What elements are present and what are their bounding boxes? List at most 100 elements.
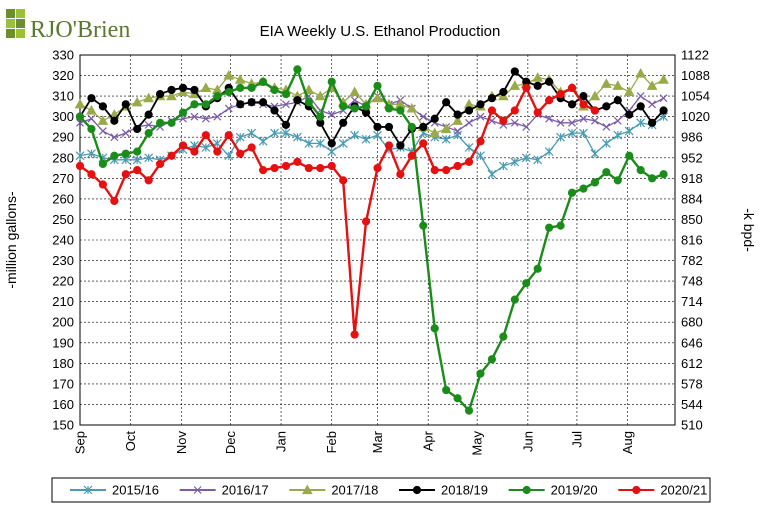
y-axis-label: -million gallons- — [3, 191, 19, 289]
y2-tick-label: 714 — [681, 294, 703, 309]
data-point — [144, 176, 153, 185]
data-point — [98, 127, 107, 135]
data-point — [110, 196, 119, 206]
x-tick-label: Nov — [174, 431, 189, 455]
data-point — [441, 134, 451, 144]
data-point — [579, 92, 588, 101]
data-point — [579, 100, 588, 109]
data-point — [384, 122, 394, 132]
data-point — [327, 110, 336, 119]
data-point — [121, 129, 130, 138]
data-point — [442, 166, 451, 175]
data-point — [602, 123, 611, 131]
series-2019-20 — [75, 65, 668, 415]
data-point — [121, 170, 130, 179]
data-point — [213, 112, 222, 121]
data-point — [316, 163, 325, 173]
data-point — [659, 170, 668, 179]
data-point — [487, 94, 497, 103]
x-tick-label: Mar — [370, 430, 385, 453]
data-point — [213, 147, 222, 156]
data-point — [373, 163, 382, 173]
data-point — [339, 176, 348, 185]
data-point — [396, 106, 405, 115]
data-point — [440, 123, 452, 134]
data-point — [589, 90, 601, 101]
legend-item: 2019/20 — [508, 483, 598, 498]
data-point — [293, 65, 302, 74]
data-point — [646, 80, 658, 90]
data-point — [144, 129, 153, 138]
data-point — [545, 114, 554, 123]
data-point — [556, 221, 565, 230]
data-point — [339, 118, 348, 127]
data-point — [568, 118, 576, 127]
data-point — [87, 124, 96, 134]
data-point — [533, 264, 542, 273]
data-point — [430, 114, 439, 123]
data-point — [464, 143, 474, 152]
data-point — [361, 217, 371, 226]
logo-square-6 — [16, 29, 25, 38]
data-point — [510, 157, 520, 167]
legend-label: 2019/20 — [551, 483, 598, 498]
data-point — [74, 98, 86, 109]
data-point — [510, 67, 519, 76]
data-point — [213, 92, 222, 101]
legend-label: 2016/17 — [222, 483, 269, 498]
data-point — [430, 166, 439, 175]
data-point — [545, 223, 554, 232]
data-point — [133, 124, 142, 134]
y-tick-label: 260 — [52, 191, 74, 206]
data-point — [648, 118, 657, 127]
data-point — [144, 120, 153, 129]
data-point — [98, 102, 107, 111]
y-tick-label: 200 — [52, 315, 74, 330]
data-point — [556, 89, 565, 99]
data-point — [396, 141, 405, 150]
data-point — [556, 132, 566, 142]
y2-tick-label: 816 — [681, 233, 703, 248]
data-point — [567, 188, 577, 197]
data-point — [338, 138, 348, 148]
data-point — [270, 128, 279, 138]
data-point — [190, 100, 199, 109]
data-point — [453, 130, 463, 140]
data-point — [247, 98, 256, 107]
data-point — [292, 132, 302, 142]
data-point — [121, 100, 130, 109]
data-point — [247, 143, 256, 152]
chart-title: EIA Weekly U.S. Ethanol Production — [260, 23, 501, 40]
data-point — [545, 96, 554, 105]
data-point — [602, 102, 611, 111]
data-point — [304, 138, 314, 148]
data-point — [350, 104, 359, 113]
y2-tick-label: 850 — [681, 212, 703, 227]
y2-tick-label: 1122 — [681, 48, 709, 63]
data-point — [223, 70, 235, 80]
x-tick-label: Jun — [520, 431, 535, 452]
data-point — [327, 77, 336, 86]
y2-axis-ticks: 510 544 578 612 646 680 714 748 782 816 850 884 918 9… — [681, 48, 710, 433]
data-point — [270, 163, 279, 173]
data-point — [236, 83, 245, 92]
series-2019-20-line — [79, 68, 664, 412]
data-point — [133, 147, 142, 156]
data-point — [590, 116, 599, 125]
y2-tick-label: 578 — [681, 376, 703, 391]
data-point — [510, 295, 519, 304]
data-point — [384, 141, 394, 150]
data-point — [224, 151, 234, 161]
x-tick-label: Dec — [223, 431, 238, 455]
logo-square-4 — [16, 19, 25, 28]
data-point — [281, 89, 291, 99]
grid-lines — [79, 54, 675, 426]
y-tick-label: 310 — [52, 89, 74, 104]
legend-label: 2015/16 — [112, 483, 159, 498]
logo-square-5 — [6, 29, 15, 38]
data-point — [476, 112, 485, 121]
y-tick-label: 160 — [52, 397, 74, 412]
data-point — [612, 80, 624, 90]
data-point — [373, 81, 382, 90]
data-point — [487, 169, 497, 179]
